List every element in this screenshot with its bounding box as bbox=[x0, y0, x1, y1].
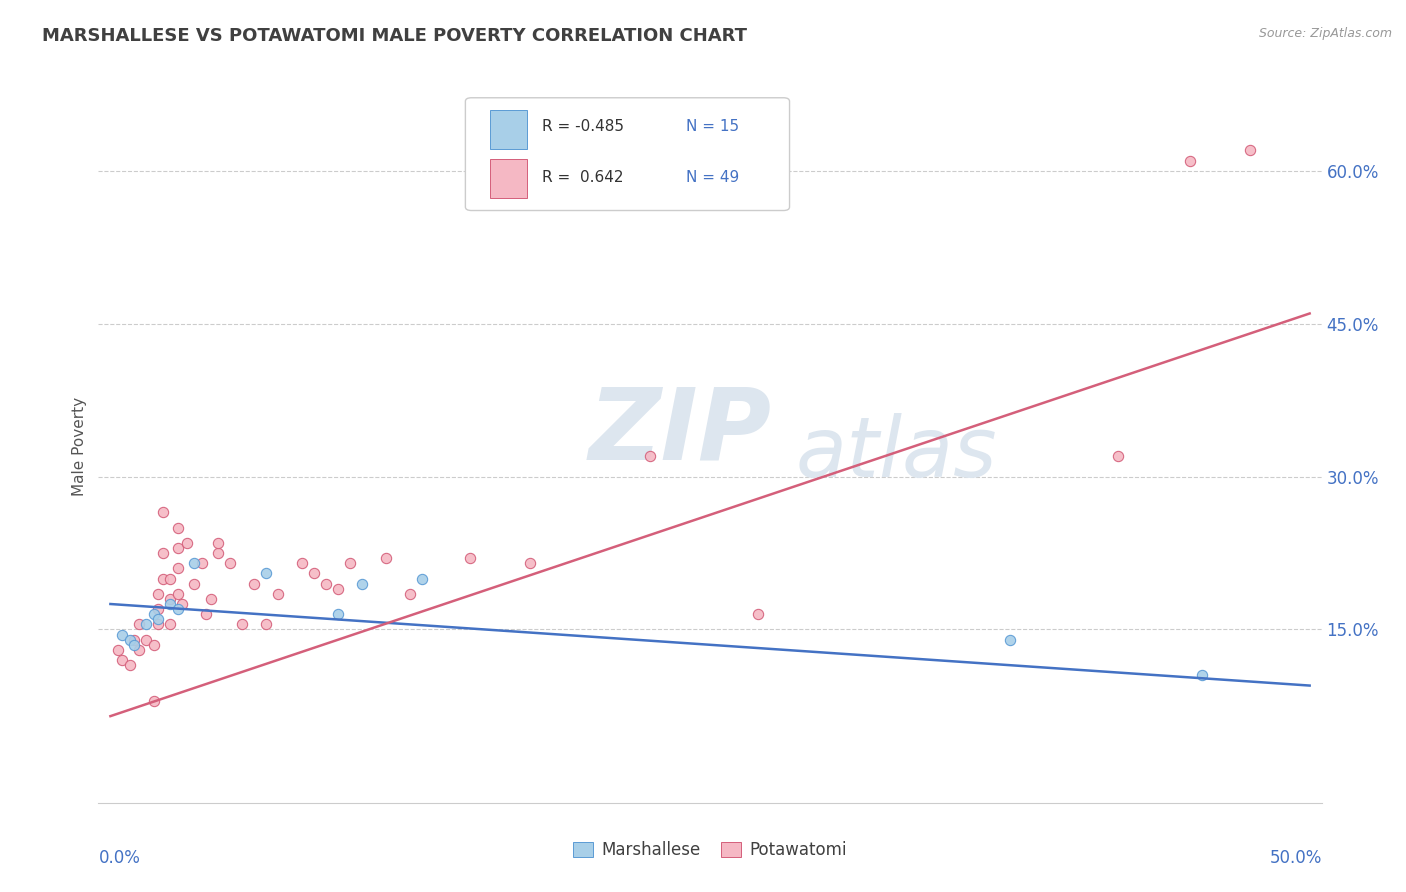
Text: atlas: atlas bbox=[796, 413, 997, 493]
Point bbox=[159, 591, 181, 606]
Y-axis label: Male Poverty: Male Poverty bbox=[72, 396, 87, 496]
Point bbox=[231, 617, 253, 632]
Text: N = 15: N = 15 bbox=[686, 120, 738, 134]
Point bbox=[352, 576, 374, 591]
Text: 50.0%: 50.0% bbox=[1270, 849, 1322, 867]
Text: Source: ZipAtlas.com: Source: ZipAtlas.com bbox=[1258, 27, 1392, 40]
Point bbox=[190, 556, 212, 570]
Point bbox=[183, 556, 205, 570]
Text: 0.0%: 0.0% bbox=[98, 849, 141, 867]
Point bbox=[207, 536, 229, 550]
Point bbox=[142, 607, 165, 622]
Point bbox=[207, 546, 229, 560]
Point bbox=[159, 617, 181, 632]
Point bbox=[142, 694, 165, 708]
Point bbox=[219, 556, 242, 570]
Point bbox=[315, 576, 337, 591]
Point bbox=[148, 617, 170, 632]
Point bbox=[124, 632, 146, 647]
Text: R =  0.642: R = 0.642 bbox=[543, 169, 624, 185]
Point bbox=[148, 587, 170, 601]
Point bbox=[159, 597, 181, 611]
Point bbox=[328, 582, 350, 596]
Point bbox=[152, 572, 174, 586]
Point bbox=[747, 607, 769, 622]
Point bbox=[166, 587, 188, 601]
Point bbox=[339, 556, 361, 570]
Point bbox=[291, 556, 314, 570]
Legend: Marshallese, Potawatomi: Marshallese, Potawatomi bbox=[567, 835, 853, 866]
Point bbox=[111, 653, 134, 667]
Point bbox=[142, 638, 165, 652]
Point bbox=[183, 576, 205, 591]
Point bbox=[1178, 153, 1201, 168]
Point bbox=[267, 587, 290, 601]
Point bbox=[638, 449, 661, 463]
Text: ZIP: ZIP bbox=[588, 384, 772, 480]
Point bbox=[111, 627, 134, 641]
Point bbox=[124, 638, 146, 652]
Point bbox=[200, 591, 222, 606]
Point bbox=[411, 572, 433, 586]
Point bbox=[148, 612, 170, 626]
Point bbox=[176, 536, 198, 550]
Point bbox=[254, 566, 277, 581]
Bar bbox=[489, 160, 526, 199]
Point bbox=[166, 541, 188, 555]
Point bbox=[998, 632, 1021, 647]
Point bbox=[399, 587, 422, 601]
Text: MARSHALLESE VS POTAWATOMI MALE POVERTY CORRELATION CHART: MARSHALLESE VS POTAWATOMI MALE POVERTY C… bbox=[42, 27, 747, 45]
Point bbox=[172, 597, 194, 611]
Point bbox=[118, 632, 141, 647]
Point bbox=[328, 607, 350, 622]
Point bbox=[166, 602, 188, 616]
Bar bbox=[489, 110, 526, 149]
Point bbox=[1239, 144, 1261, 158]
Point bbox=[135, 617, 157, 632]
Point bbox=[254, 617, 277, 632]
Point bbox=[107, 643, 129, 657]
Point bbox=[243, 576, 266, 591]
Point bbox=[148, 602, 170, 616]
Point bbox=[166, 520, 188, 534]
Point bbox=[304, 566, 326, 581]
Point bbox=[195, 607, 218, 622]
Point bbox=[1191, 668, 1213, 682]
Point bbox=[166, 561, 188, 575]
Text: R = -0.485: R = -0.485 bbox=[543, 120, 624, 134]
Point bbox=[128, 643, 150, 657]
Point bbox=[128, 617, 150, 632]
Text: N = 49: N = 49 bbox=[686, 169, 738, 185]
FancyBboxPatch shape bbox=[465, 98, 790, 211]
Point bbox=[118, 658, 141, 673]
Point bbox=[1107, 449, 1129, 463]
Point bbox=[152, 505, 174, 519]
Point bbox=[458, 551, 481, 566]
Point bbox=[159, 572, 181, 586]
Point bbox=[152, 546, 174, 560]
Point bbox=[519, 556, 541, 570]
Point bbox=[375, 551, 398, 566]
Point bbox=[135, 632, 157, 647]
